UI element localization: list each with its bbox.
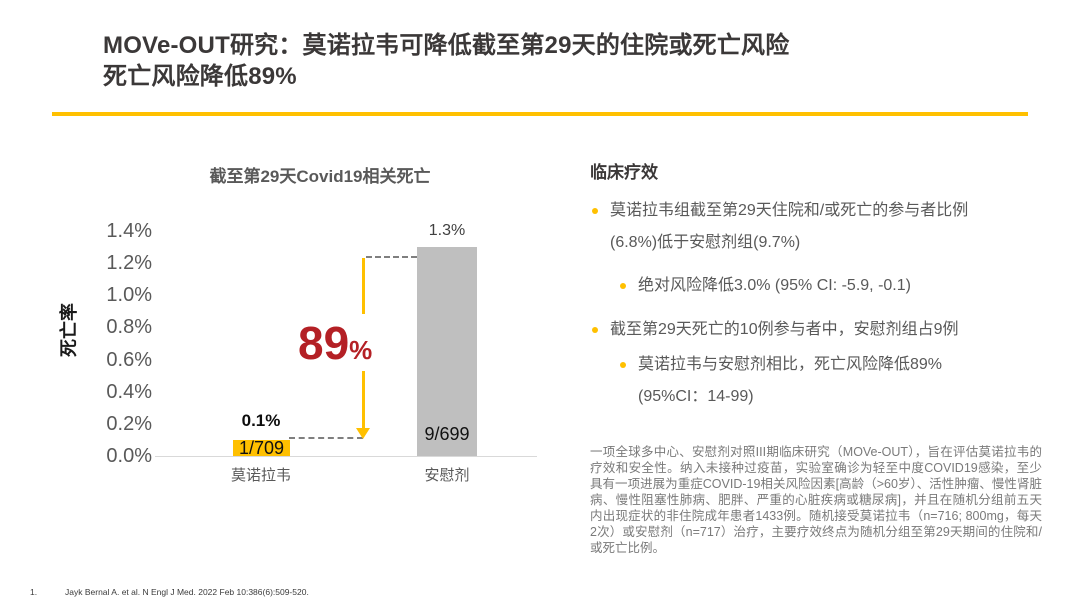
clinical-efficacy-heading: 临床疗效 bbox=[590, 163, 658, 182]
slide-title-line1: MOVe-OUT研究：莫诺拉韦可降低截至第29天的住院或死亡风险 bbox=[103, 32, 790, 59]
bullet-icon bbox=[620, 283, 626, 289]
y-tick-label: 0.8% bbox=[106, 316, 152, 338]
reduction-value: 89 bbox=[298, 317, 350, 369]
reduction-arrow-head-icon bbox=[356, 428, 370, 439]
y-tick-label: 0.4% bbox=[106, 381, 152, 403]
reduction-arrow-line bbox=[362, 258, 365, 314]
reduction-unit: % bbox=[349, 335, 373, 365]
bar-molnupiravir bbox=[233, 440, 290, 456]
y-tick-label: 1.2% bbox=[106, 252, 152, 274]
bullet-line: 莫诺拉韦组截至第29天住院和/或死亡的参与者比例 bbox=[610, 202, 969, 219]
bullet-icon bbox=[620, 362, 626, 368]
footnote-text: Jayk Bernal A. et al. N Engl J Med. 2022… bbox=[65, 587, 309, 597]
reduction-arrow-line bbox=[362, 371, 365, 429]
relative-reduction-callout: 89% bbox=[298, 316, 372, 370]
bullet-line: (6.8%)低于安慰剂组(9.7%) bbox=[610, 234, 801, 251]
chart-title: 截至第29天Covid19相关死亡 bbox=[209, 167, 431, 186]
footnote-number: 1. bbox=[30, 587, 38, 597]
study-description: 一项全球多中心、安慰剂对照III期临床研究（MOVe-OUT），旨在评估莫诺拉韦… bbox=[590, 445, 1042, 555]
dashed-reference-line-top bbox=[366, 256, 417, 258]
y-tick-label: 0.6% bbox=[106, 349, 152, 371]
dashed-reference-line-bottom bbox=[289, 437, 363, 439]
bar-count-label: 9/699 bbox=[424, 424, 470, 444]
bar-placebo bbox=[417, 247, 477, 456]
bullet-icon bbox=[592, 208, 598, 214]
slide-title-line2: 死亡风险降低89% bbox=[103, 63, 297, 90]
x-axis-line bbox=[155, 456, 537, 457]
bullet-item: 截至第29天死亡的10例参与者中，安慰剂组占9例 bbox=[590, 314, 1056, 346]
bar-value-label: 1.3% bbox=[428, 222, 466, 239]
y-tick-label: 1.0% bbox=[106, 284, 152, 306]
bullet-line: 莫诺拉韦与安慰剂相比，死亡风险降低89% bbox=[638, 356, 943, 373]
bar-count-label: 1/709 bbox=[238, 438, 285, 458]
y-tick-label: 0.0% bbox=[106, 445, 152, 467]
y-tick-label: 1.4% bbox=[106, 220, 152, 242]
accent-divider bbox=[52, 112, 1028, 116]
bar-value-label: 0.1% bbox=[241, 411, 281, 430]
footnote-citation: 1. Jayk Bernal A. et al. N Engl J Med. 2… bbox=[30, 587, 309, 597]
bullet-line: 绝对风险降低3.0% (95% CI: -5.9, -0.1) bbox=[638, 277, 911, 294]
bullet-line: 截至第29天死亡的10例参与者中，安慰剂组占9例 bbox=[610, 321, 959, 338]
slide-title: MOVe-OUT研究：莫诺拉韦可降低截至第29天的住院或死亡风险 死亡风险降低8… bbox=[103, 30, 1033, 92]
bullet-item: 莫诺拉韦与安慰剂相比，死亡风险降低89% (95%CI：14-99) bbox=[590, 349, 1056, 413]
bullet-icon bbox=[592, 327, 598, 333]
y-tick-label: 0.2% bbox=[106, 413, 152, 435]
y-axis-title: 死亡率 bbox=[59, 303, 79, 357]
bullet-line: (95%CI：14-99) bbox=[638, 388, 754, 405]
x-category-label: 莫诺拉韦 bbox=[230, 467, 291, 484]
bullet-item: 绝对风险降低3.0% (95% CI: -5.9, -0.1) bbox=[590, 270, 1056, 302]
x-category-label: 安慰剂 bbox=[424, 467, 470, 484]
bullet-item: 莫诺拉韦组截至第29天住院和/或死亡的参与者比例 (6.8%)低于安慰剂组(9.… bbox=[590, 195, 1056, 259]
